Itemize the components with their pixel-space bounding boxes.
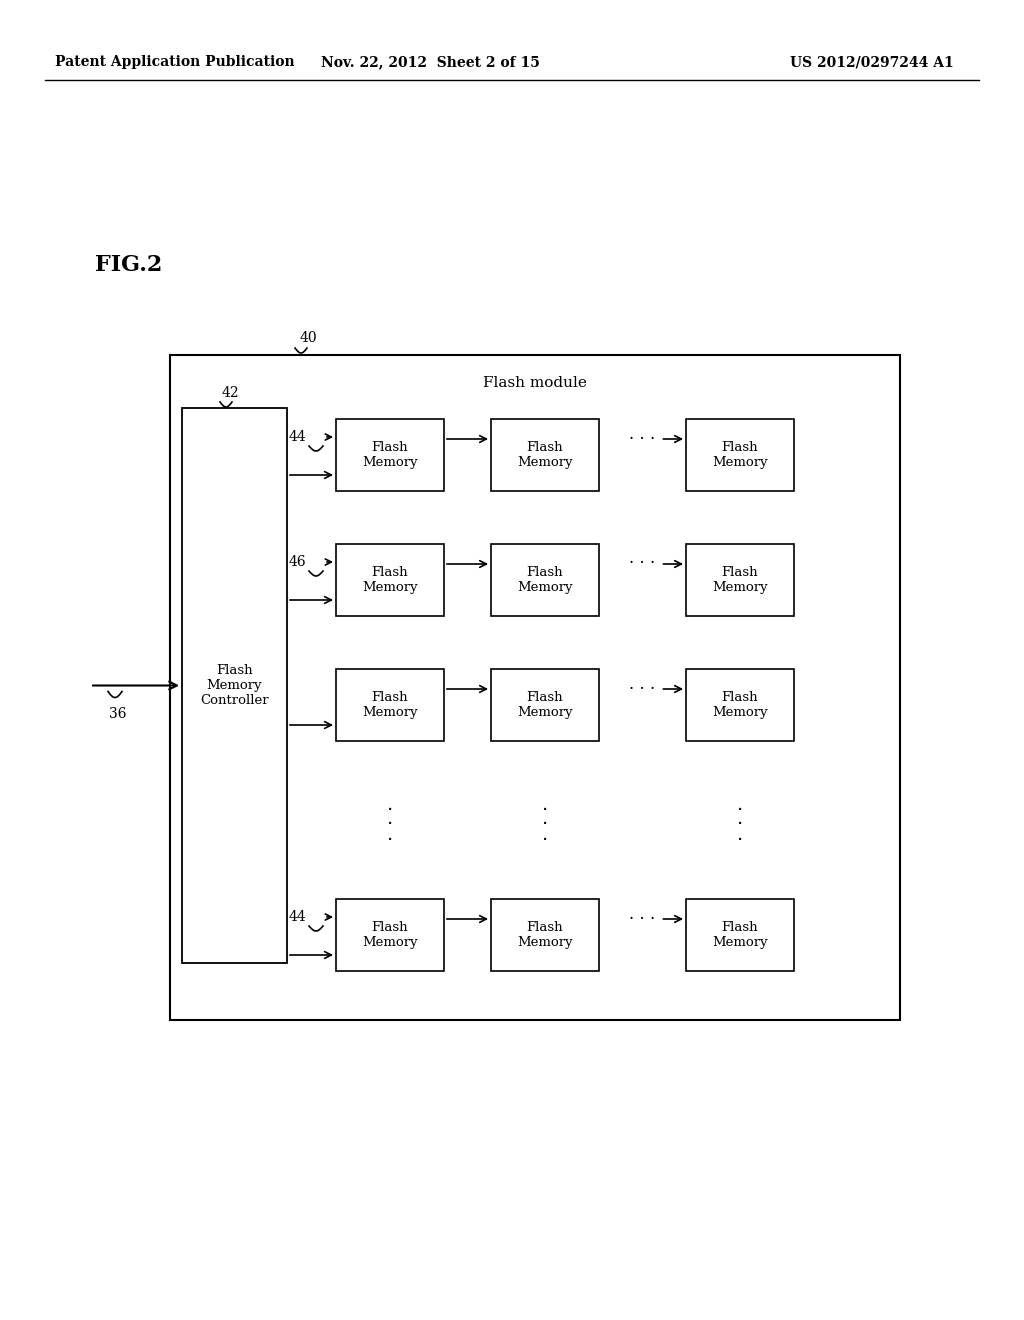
Text: · · ·: · · · bbox=[630, 911, 655, 928]
Text: · · ·: · · · bbox=[630, 556, 655, 573]
Text: ·: · bbox=[737, 816, 743, 834]
Text: Flash
Memory: Flash Memory bbox=[362, 690, 418, 719]
Text: ·: · bbox=[387, 800, 393, 820]
Bar bbox=[336, 899, 444, 972]
Bar bbox=[686, 544, 794, 616]
Text: ·: · bbox=[387, 816, 393, 834]
Text: 46: 46 bbox=[289, 554, 306, 569]
Text: Flash
Memory
Controller: Flash Memory Controller bbox=[200, 664, 269, 708]
Bar bbox=[490, 418, 599, 491]
Text: Flash
Memory: Flash Memory bbox=[362, 441, 418, 469]
Bar bbox=[336, 544, 444, 616]
Bar bbox=[490, 669, 599, 741]
Text: ·: · bbox=[542, 830, 548, 850]
Text: Flash
Memory: Flash Memory bbox=[362, 921, 418, 949]
Text: · · ·: · · · bbox=[630, 681, 655, 697]
Text: Flash module: Flash module bbox=[483, 376, 587, 389]
Text: ·: · bbox=[737, 830, 743, 850]
Text: Nov. 22, 2012  Sheet 2 of 15: Nov. 22, 2012 Sheet 2 of 15 bbox=[321, 55, 540, 69]
Bar bbox=[686, 899, 794, 972]
Text: Flash
Memory: Flash Memory bbox=[517, 566, 572, 594]
Bar bbox=[490, 544, 599, 616]
Bar bbox=[336, 669, 444, 741]
Text: Flash
Memory: Flash Memory bbox=[362, 566, 418, 594]
Text: ·: · bbox=[737, 800, 743, 820]
Text: Flash
Memory: Flash Memory bbox=[517, 921, 572, 949]
Text: Patent Application Publication: Patent Application Publication bbox=[55, 55, 295, 69]
Text: Flash
Memory: Flash Memory bbox=[712, 441, 768, 469]
Text: Flash
Memory: Flash Memory bbox=[712, 690, 768, 719]
Bar bbox=[182, 408, 287, 964]
Text: US 2012/0297244 A1: US 2012/0297244 A1 bbox=[790, 55, 953, 69]
Bar bbox=[686, 669, 794, 741]
Text: 40: 40 bbox=[299, 331, 316, 345]
Text: Flash
Memory: Flash Memory bbox=[517, 441, 572, 469]
Text: ·: · bbox=[542, 816, 548, 834]
Text: ·: · bbox=[387, 830, 393, 850]
Bar bbox=[686, 418, 794, 491]
Text: 36: 36 bbox=[110, 706, 127, 721]
Text: · · ·: · · · bbox=[630, 430, 655, 447]
Text: Flash
Memory: Flash Memory bbox=[517, 690, 572, 719]
Text: ·: · bbox=[542, 800, 548, 820]
Bar bbox=[336, 418, 444, 491]
Text: Flash
Memory: Flash Memory bbox=[712, 566, 768, 594]
Text: Flash
Memory: Flash Memory bbox=[712, 921, 768, 949]
Text: 44: 44 bbox=[288, 909, 306, 924]
Text: FIG.2: FIG.2 bbox=[95, 253, 163, 276]
Text: 42: 42 bbox=[221, 385, 239, 400]
Bar bbox=[170, 355, 900, 1020]
Bar bbox=[490, 899, 599, 972]
Text: 44: 44 bbox=[288, 430, 306, 444]
